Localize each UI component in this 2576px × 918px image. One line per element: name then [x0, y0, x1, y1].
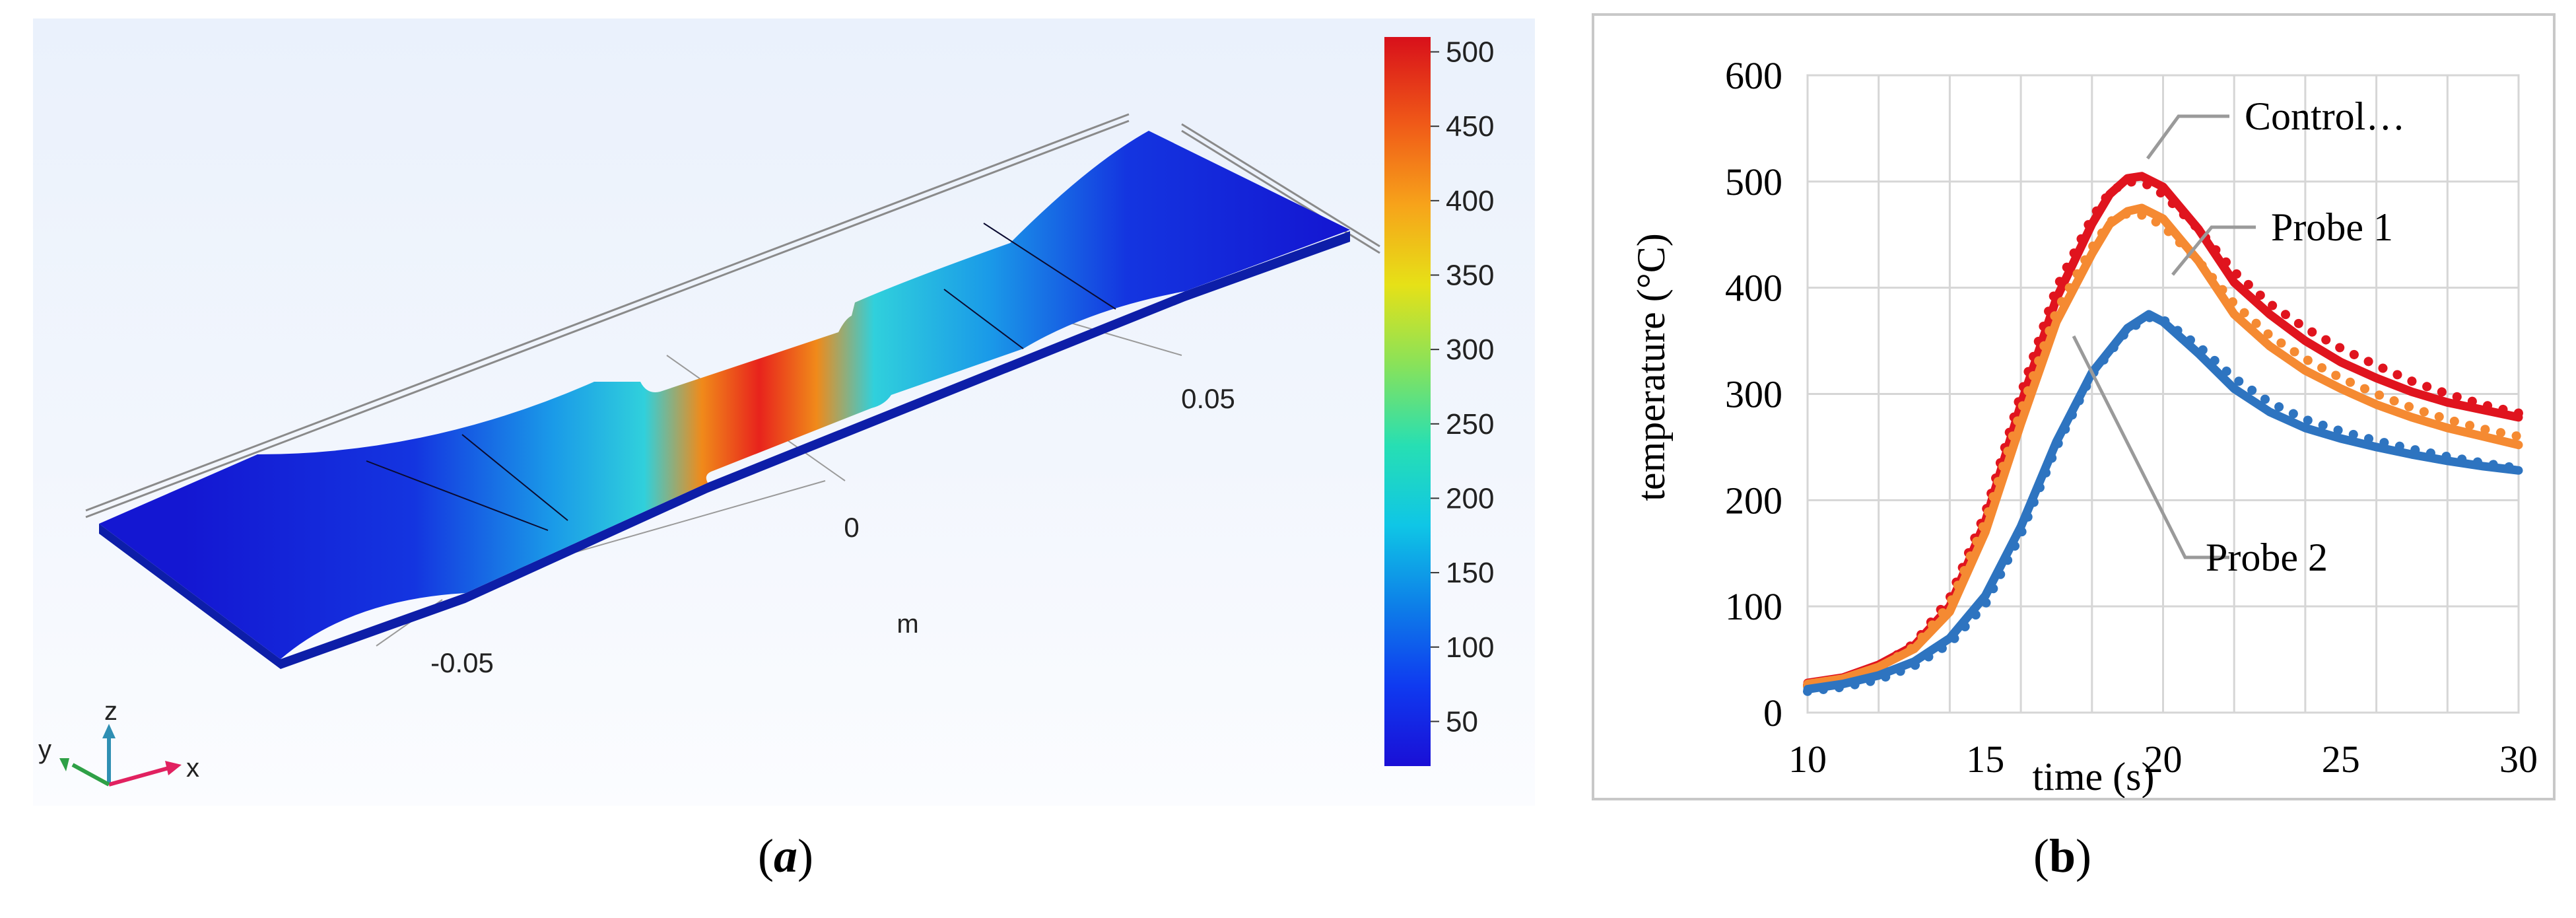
simulation-view: -0.05 0 0.05 m z x y 500 450 400 350 300 250 2… [38, 36, 1494, 787]
y-tick-label: 300 [1725, 373, 1782, 416]
annotation-probe2: Probe 2 [2206, 536, 2328, 579]
chart-panel: 0 100 200 300 400 500 600 10 15 20 25 30 Control… P… [1592, 13, 2556, 800]
series-line-probe2-solid [1803, 310, 2523, 694]
x-tick-label: 20 [2144, 738, 2183, 781]
x-tick-label: 10 [1788, 738, 1827, 781]
y-tick-label: 200 [1725, 479, 1782, 522]
triad-x-label: x [186, 754, 199, 783]
units-label: m [897, 610, 918, 639]
x-tick-label: 25 [2322, 738, 2360, 781]
simulation-panel: -0.05 0 0.05 m z x y 500 450 400 350 300 250 2… [33, 18, 1535, 806]
line-chart: 0 100 200 300 400 500 600 10 15 20 25 30 Control… P… [1629, 54, 2538, 798]
colorbar-tick-label: 350 [1446, 259, 1494, 291]
x-tick-label: 15 [1966, 738, 2004, 781]
y-tick-label: 100 [1725, 585, 1782, 628]
specimen-side [99, 231, 1350, 669]
specimen-top [99, 131, 1350, 659]
dogbone-specimen [99, 131, 1350, 669]
colorbar-gradient [1384, 37, 1431, 766]
panel-b-label: (b) [2033, 830, 2092, 882]
colorbar-tick-label: 500 [1446, 36, 1494, 69]
y-tick-label: 0 [1763, 691, 1782, 734]
triad-z-label: z [104, 697, 118, 726]
colorbar-tick-label: 200 [1446, 482, 1494, 514]
x-axis-label: time (s) [2033, 755, 2155, 798]
annotation-leader-probe1 [2171, 225, 2256, 276]
series-line-probe2-dotted [1803, 312, 2523, 696]
series-line-probe1-solid [1803, 203, 2523, 689]
annotation-control: Control… [2245, 94, 2405, 138]
y-tick-label: 400 [1725, 267, 1782, 310]
annotation-leader-control [2146, 114, 2229, 160]
axis-tick-zero: 0 [844, 512, 859, 543]
series-line-probe1-dotted [1803, 209, 2523, 691]
series-line-control-dotted [1803, 176, 2523, 690]
panel-a-label: (a) [758, 830, 813, 882]
colorbar-tick-label: 50 [1446, 705, 1478, 738]
colorbar-tick-label: 450 [1446, 110, 1494, 143]
y-tick-label: 500 [1725, 160, 1782, 203]
colorbar-tick-label: 100 [1446, 631, 1494, 664]
annotation-leader-probe2 [2072, 335, 2229, 559]
y-axis-label: temperature (°C) [1629, 233, 1673, 501]
axis-tick-neg: -0.05 [430, 647, 494, 678]
colorbar-tick-label: 300 [1446, 334, 1494, 366]
x-tick-label: 30 [2499, 738, 2538, 781]
triad-y-label: y [38, 735, 51, 764]
colorbar-tick-label: 250 [1446, 408, 1494, 441]
annotation-probe1: Probe 1 [2271, 205, 2393, 249]
colorbar-tick-label: 400 [1446, 185, 1494, 217]
colorbar: 500 450 400 350 300 250 200 150 100 50 [1384, 36, 1494, 766]
y-tick-label: 600 [1725, 54, 1782, 97]
axis-rails [85, 113, 1380, 518]
orientation-triad: z x y [38, 697, 199, 787]
colorbar-tick-label: 150 [1446, 557, 1494, 589]
axis-tick-pos: 0.05 [1181, 383, 1235, 414]
